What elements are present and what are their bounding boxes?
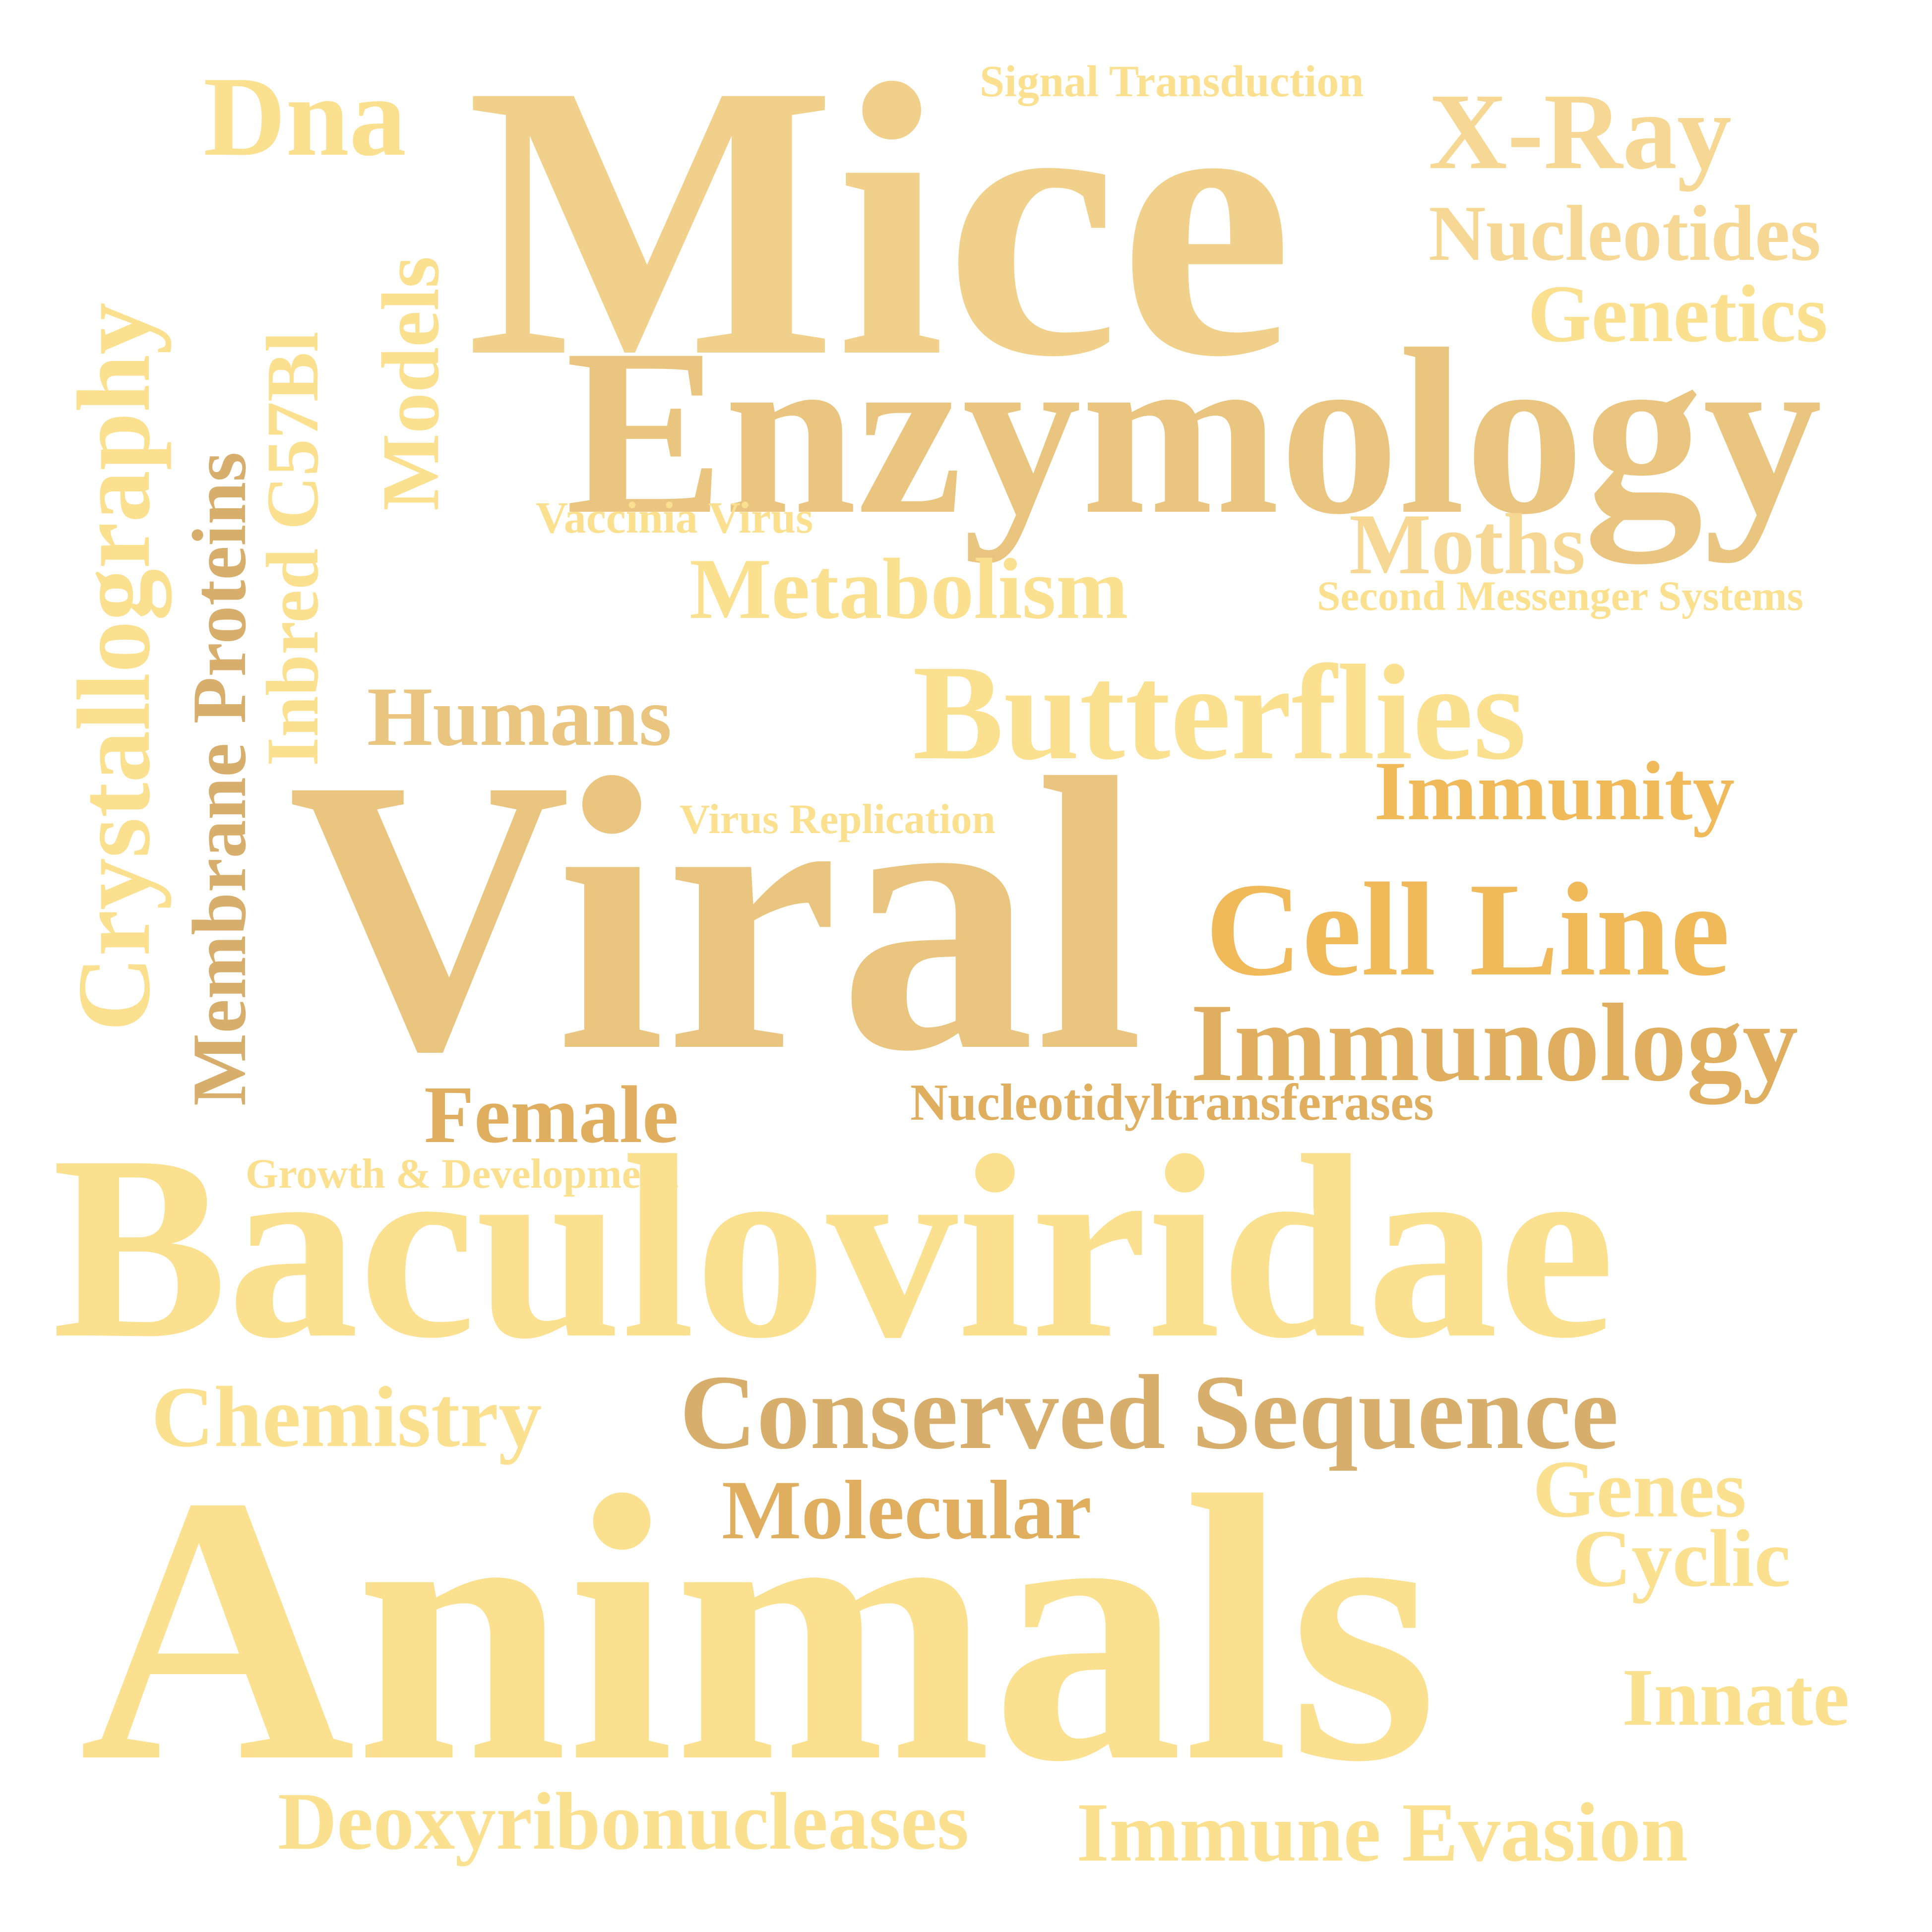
word-chemistry: Chemistry [151, 1369, 542, 1465]
word-baculoviridae: Baculoviridae [52, 1101, 1615, 1392]
word-metabolism: Metabolism [689, 541, 1128, 637]
word-growth-development: Growth & Development [246, 1150, 678, 1197]
word-female: Female [424, 1069, 679, 1160]
word-immune-evasion: Immune Evasion [1076, 1786, 1688, 1879]
word-humans: Humans [367, 670, 672, 763]
word-deoxyribonucleases: Deoxyribonucleases [278, 1776, 969, 1867]
word-mice: Mice [466, 3, 1293, 437]
word-immunity: Immunity [1374, 744, 1735, 838]
word-moths: Moths [1349, 496, 1586, 592]
word-butterflies: Butterflies [913, 637, 1527, 788]
word-cell-line: Cell Line [1205, 855, 1730, 1004]
word-nucleotides: Nucleotides [1429, 189, 1821, 277]
word-nucleotidyltransferases: Nucleotidyltransferases [910, 1073, 1434, 1131]
word-animals: Animals [79, 1417, 1438, 1840]
word-conserved-sequence: Conserved Sequence [680, 1353, 1619, 1471]
word-models: Models [365, 256, 456, 511]
word-virus-replication: Virus Replication [680, 796, 996, 843]
word-cyclic: Cyclic [1572, 1513, 1791, 1604]
word-genetics: Genetics [1528, 268, 1828, 359]
word-signal-transduction: Signal Transduction [980, 57, 1364, 106]
word-dna: Dna [203, 53, 407, 180]
word-x-ray: X-Ray [1429, 71, 1732, 192]
word-genes: Genes [1533, 1444, 1746, 1534]
word-enzymology: Enzymology [565, 300, 1822, 563]
word-viral: Viral [288, 698, 1144, 1132]
word-innate: Innate [1622, 1652, 1850, 1743]
word-crystallography: Crystallography [57, 302, 172, 1031]
word-membrane-proteins: Membrane Proteins [177, 452, 262, 1106]
word-inbred-c57bl: Inbred C57Bl [251, 331, 334, 766]
word-molecular: Molecular [722, 1463, 1092, 1557]
word-second-messenger-systems: Second Messenger Systems [1317, 573, 1804, 619]
word-immunology: Immunology [1190, 980, 1799, 1104]
word-vaccinia-virus: Vaccinia Virus [536, 493, 813, 543]
